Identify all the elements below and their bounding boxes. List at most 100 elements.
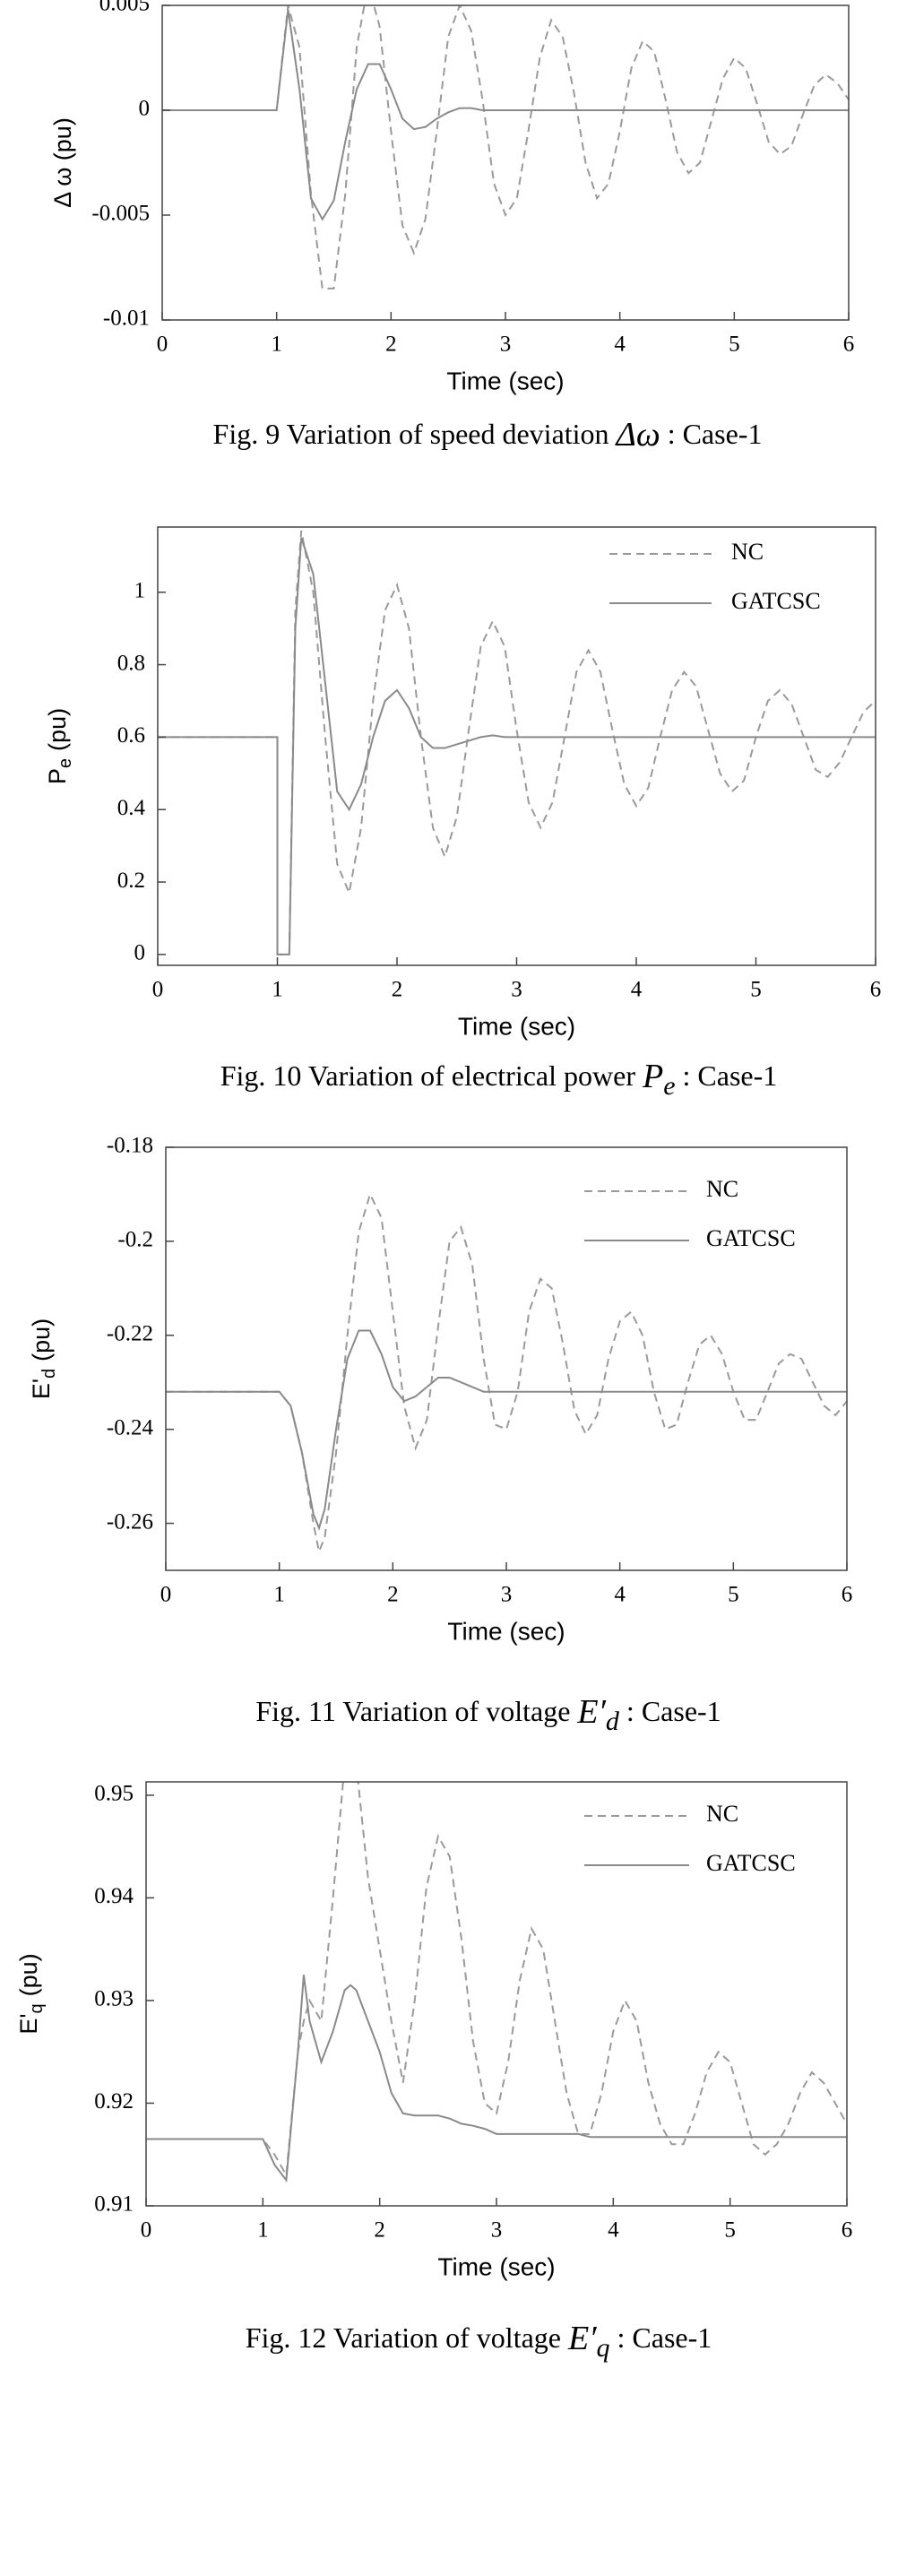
legend-label: GATCSC [731,588,821,614]
y-tick-label: 0.95 [94,1782,134,1806]
y-tick-label: 0.93 [94,1987,134,2011]
y-label-text: E' [15,2013,42,2034]
y-axis-label: Δ ω (pu) [49,117,76,208]
caption-symbol: E′ [576,1693,606,1731]
plot-frame [145,1781,848,2207]
x-tick-label: 4 [631,978,643,1002]
y-tick-label: 0.6 [117,723,145,748]
plot-area [146,1782,847,2183]
caption-symbol: E′ [567,2320,597,2357]
figure-caption: Fig. 10 Variation of electrical power Pe… [220,1058,778,1101]
caption-tail: : Case-1 [660,418,763,450]
x-tick-label: 5 [724,2218,736,2243]
plot-frame [165,1146,848,1571]
plot-area [158,530,876,955]
y-label-subscript: d [39,1369,59,1379]
plot-area [162,5,849,290]
x-tick-label: 6 [870,978,882,1002]
y-label-text: E' [28,1379,55,1399]
y-axis-label: E'q (pu) [15,1953,47,2034]
legend-label: NC [706,1176,738,1202]
caption-tail: : Case-1 [676,1059,778,1092]
legend-label: GATCSC [706,1225,796,1251]
y-tick-label: 0 [139,97,151,121]
x-tick-label: 1 [257,2218,269,2243]
x-tick-label: 1 [271,333,282,357]
x-tick-label: 4 [608,2218,619,2243]
x-tick-label: 2 [392,978,403,1002]
data-line [146,1975,847,2183]
y-tick-label: 0.8 [117,651,145,675]
caption-subscript: d [606,1707,620,1736]
x-tick-label: 1 [272,978,283,1002]
caption-symbol: Δω [615,416,660,454]
data-line [146,1782,847,2178]
x-tick-label: 6 [843,333,855,357]
chart: 0 1 2 3 4 5 6 -0.01 -0.005 0 0.005 Time (sec) Δ ω (p… [49,0,854,454]
caption-lead: Fig. 12 Variation of voltage [246,2321,568,2354]
y-label-unit: (pu) [44,708,71,751]
caption-lead: Fig. 11 Variation of voltage [255,1695,577,1727]
x-axis-label: Time (sec) [437,2252,555,2280]
data-line [162,5,849,290]
x-tick-label: 3 [511,978,522,1002]
caption-tail: : Case-1 [619,1695,721,1727]
y-tick-label: -0.26 [107,1509,153,1534]
chart: 0 1 2 3 4 5 6 0 0.2 0.4 0.6 0.8 1 Time (sec) Pe (pu) NC G… [44,526,882,1101]
x-tick-label: 3 [491,2218,503,2243]
y-tick-label: -0.01 [103,307,150,331]
x-tick-label: 4 [614,1583,626,1607]
caption-lead: Fig. 10 Variation of electrical power [220,1059,643,1092]
x-tick-label: 2 [385,333,397,357]
y-tick-label: -0.22 [107,1322,153,1346]
x-tick-label: 0 [160,1583,172,1607]
y-tick-label: 0.005 [99,0,150,16]
y-label-text: Δ ω (pu) [49,117,76,208]
y-label-text: P [44,768,71,784]
y-tick-label: 0.91 [94,2192,134,2217]
figure-caption: Fig. 9 Variation of speed deviation Δω :… [213,416,763,454]
y-tick-label: -0.005 [91,202,150,226]
legend-label: NC [731,539,764,565]
data-line [166,1329,847,1531]
data-line [166,1191,847,1555]
x-tick-label: 0 [157,333,168,357]
y-tick-label: 0.4 [117,796,146,820]
y-tick-label: -0.24 [107,1415,154,1439]
y-tick-label: -0.2 [117,1228,153,1252]
y-label-subscript: q [27,2003,47,2013]
legend-label: NC [706,1801,738,1827]
data-line [158,530,876,955]
x-tick-label: 0 [141,2218,152,2243]
figure-caption: Fig. 12 Variation of voltage E′q : Case-… [246,2320,712,2363]
y-tick-label: 0.94 [94,1884,134,1908]
caption-subscript: e [663,1071,675,1101]
plot-area [166,1191,847,1555]
y-label-unit: (pu) [28,1318,55,1361]
figure-caption: Fig. 11 Variation of voltage E′d : Case-… [255,1693,721,1736]
x-tick-label: 3 [500,333,512,357]
chart: 0 1 2 3 4 5 6 -0.26 -0.24 -0.22 -0.2 -0.18 Time (sec… [28,1134,852,1736]
caption-tail: : Case-1 [610,2321,712,2354]
caption-lead: Fig. 9 Variation of speed deviation [213,418,617,450]
x-axis-label: Time (sec) [458,1012,575,1040]
caption-subscript: q [597,2333,610,2363]
x-tick-label: 5 [728,1583,739,1607]
y-tick-label: -0.18 [107,1134,153,1158]
y-tick-label: 0.2 [117,869,145,893]
legend-label: GATCSC [706,1850,796,1876]
x-tick-label: 3 [501,1583,513,1607]
x-tick-label: 6 [842,2218,853,2243]
x-tick-label: 2 [387,1583,399,1607]
data-line [162,9,849,221]
y-label-subscript: e [56,758,75,768]
x-tick-label: 5 [729,333,740,357]
y-tick-label: 0 [134,941,146,965]
y-axis-label: E'd (pu) [28,1318,59,1399]
y-tick-label: 1 [134,578,146,602]
plot-frame [161,4,850,321]
data-line [158,537,876,955]
